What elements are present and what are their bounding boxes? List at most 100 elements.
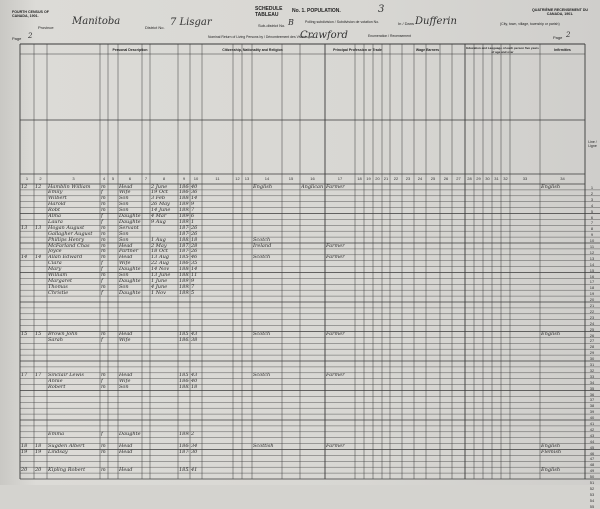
line-number: 47	[589, 456, 595, 462]
row-cell: 15	[35, 331, 42, 337]
row-cell: m	[101, 230, 106, 237]
column-number: 14	[264, 176, 270, 181]
section-infirmities: Infirmities	[554, 48, 571, 52]
row-cell: 2 June	[151, 183, 168, 190]
line-number: 25	[589, 326, 595, 332]
row-cell: m	[101, 254, 106, 261]
census-title-fr: QUATRIÈME RECENSEMENT DU CANADA, 1901.	[531, 8, 589, 16]
line-number: 32	[589, 367, 595, 373]
row-cell: Head	[119, 466, 133, 473]
row-cell: m	[101, 449, 106, 455]
row-cell: English	[253, 183, 273, 190]
line-number: 13	[589, 255, 595, 261]
row-cell: 18	[21, 443, 28, 450]
row-cell: 1893	[179, 207, 189, 214]
column-number: 1	[25, 176, 29, 181]
row-cell: 19 Oct	[151, 189, 168, 196]
row-cell: 1882	[179, 384, 189, 391]
line-number: 37	[589, 397, 595, 403]
line-number: 46	[589, 450, 595, 456]
row-cell: 9 Aug	[151, 218, 166, 225]
line-number: 45	[589, 444, 595, 450]
row-cell: McFarland Chas	[48, 242, 90, 249]
row-cell: 1886	[179, 266, 189, 273]
line-number: 18	[589, 285, 595, 291]
row-cell: 2 May	[151, 242, 167, 249]
row-cell: 36	[191, 189, 198, 196]
row-cell: m	[101, 195, 106, 202]
row-cell: Son	[119, 201, 129, 208]
row-cell: f	[101, 378, 103, 385]
column-number: 23	[405, 176, 411, 181]
line-number: 12	[589, 249, 595, 255]
line-number: 10	[589, 238, 595, 244]
row-cell: m	[101, 272, 106, 278]
row-cell: m	[101, 384, 106, 391]
row-cell: 17	[35, 372, 42, 379]
column-number: 3	[72, 176, 75, 181]
row-cell: 9	[191, 277, 195, 284]
column-number: 30	[485, 176, 490, 181]
line-number: 20	[589, 297, 595, 303]
row-cell: m	[101, 331, 106, 337]
line-number: 31	[589, 362, 595, 367]
row-cell: 14 June	[151, 207, 171, 214]
column-number: 26	[443, 176, 449, 181]
row-cell: Christie	[48, 289, 69, 296]
row-cell: f	[101, 431, 103, 438]
row-cell: 1898	[179, 431, 189, 438]
line-number: 53	[589, 491, 595, 497]
line-number: 16	[589, 273, 595, 279]
row-cell: English	[541, 183, 561, 190]
row-cell: 15	[21, 331, 28, 337]
page-value-right: 2	[566, 31, 571, 39]
line-number: 29	[589, 350, 595, 356]
row-cell: 4 June	[151, 283, 168, 290]
section-citizenship: Citizenship, Nationality and Religion	[222, 48, 283, 52]
line-number: 23	[589, 314, 595, 320]
column-number: 2	[39, 176, 42, 181]
row-cell: Wife	[119, 378, 131, 385]
column-number: 21	[383, 176, 389, 181]
row-cell: 1882	[179, 236, 189, 243]
row-cell: 19	[35, 449, 42, 455]
row-cell: 43	[191, 372, 198, 379]
row-cell: Scotch	[253, 236, 271, 243]
column-number: 16	[310, 176, 315, 181]
column-number: 20	[375, 176, 380, 181]
row-cell: Wife	[119, 336, 131, 343]
row-cell: English	[541, 443, 561, 450]
row-cell: f	[101, 289, 103, 296]
column-number: 33	[522, 176, 528, 181]
line-number: 17	[589, 279, 595, 285]
row-cell: m	[101, 183, 106, 190]
line-number: 5	[590, 208, 594, 214]
row-cell: 1874	[179, 248, 189, 255]
row-cell: Laura	[48, 218, 63, 225]
column-number: 11	[215, 176, 220, 181]
row-cell: Robert	[48, 384, 66, 391]
row-cell: 13 June	[151, 272, 171, 278]
page-value-left: 2	[28, 32, 33, 40]
row-cell: f	[101, 336, 103, 343]
column-number: 19	[366, 176, 371, 181]
row-cell: Sarah	[48, 336, 63, 343]
return-label: Nominal Return of Living Persons by / Dé…	[208, 35, 314, 39]
row-cell: 3 Feb	[151, 195, 166, 202]
row-cell: Scotch	[253, 254, 271, 261]
row-cell: 17	[21, 372, 28, 379]
row-cell: Allan Edward	[48, 254, 83, 261]
row-cell: 13	[35, 224, 42, 231]
column-number: 31	[494, 176, 499, 181]
row-cell: f	[101, 260, 103, 267]
column-number: 5	[111, 176, 115, 181]
row-cell: Wilbert	[48, 195, 67, 202]
column-number: 9	[182, 176, 186, 181]
column-number: 4	[102, 176, 106, 181]
row-cell: Farmer	[326, 242, 345, 249]
row-cell: 7	[191, 283, 195, 290]
